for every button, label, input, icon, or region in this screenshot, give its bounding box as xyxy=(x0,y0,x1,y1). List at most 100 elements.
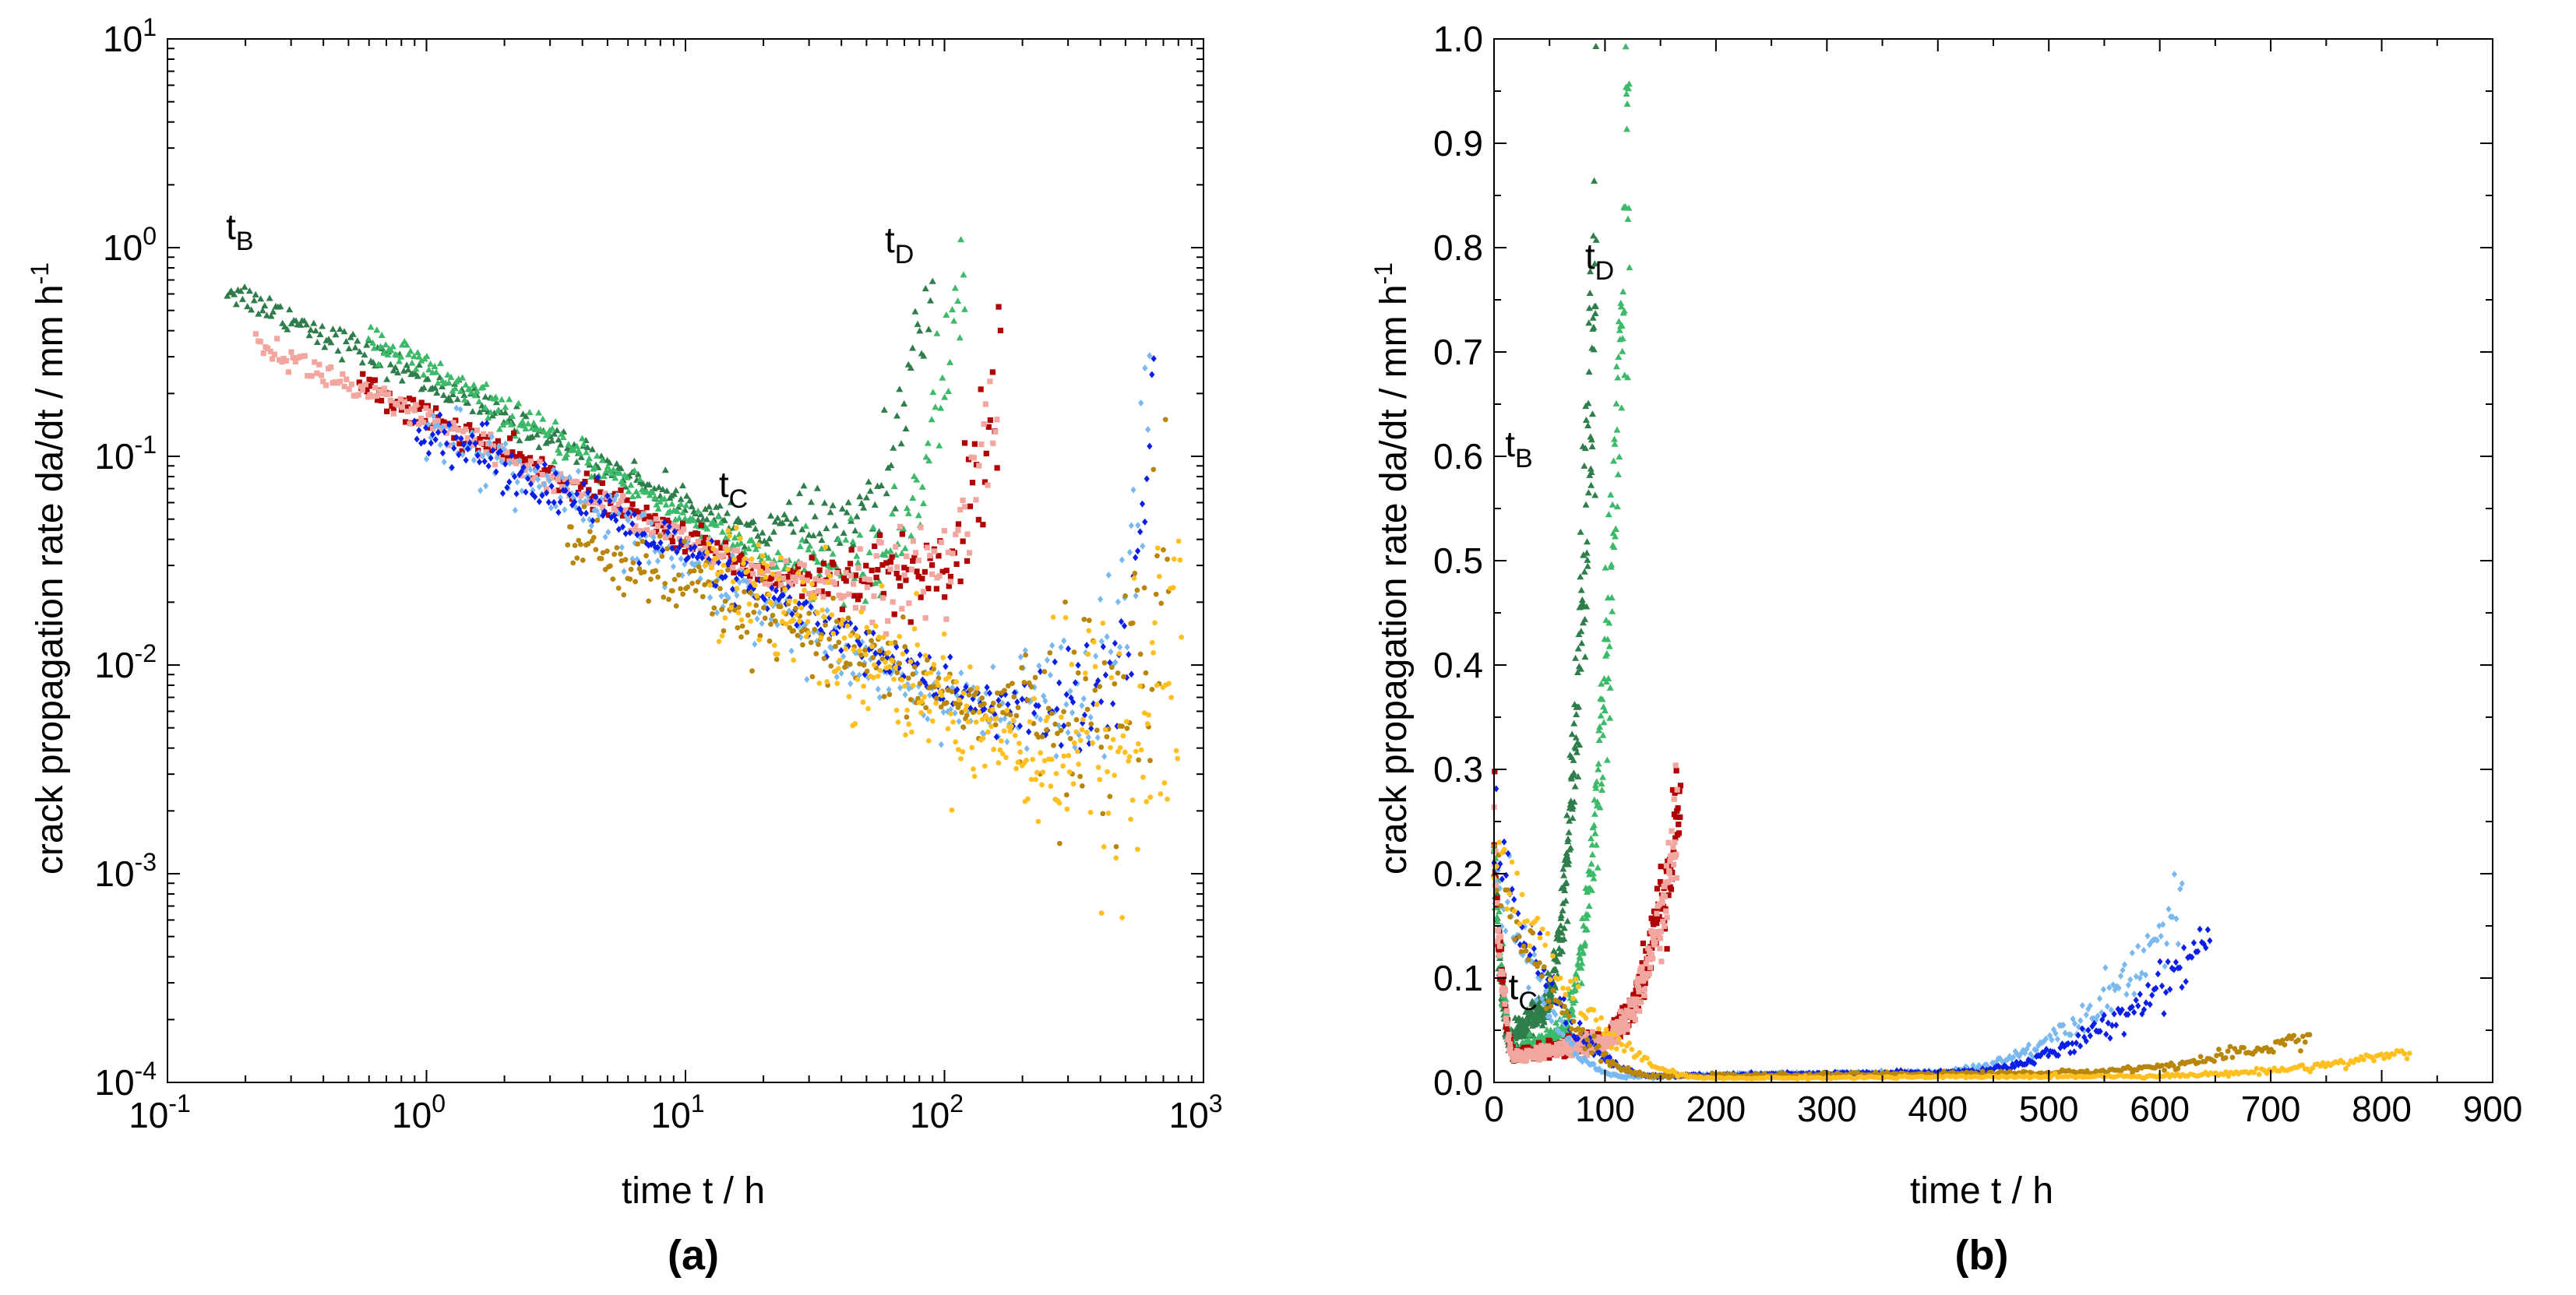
panel-a-point xyxy=(378,390,384,397)
panel-a-point xyxy=(876,659,882,667)
panel-b-point xyxy=(2071,1048,2077,1056)
panel-a-point xyxy=(873,553,879,559)
panel-b-point xyxy=(1498,903,1504,909)
panel-b-point xyxy=(2113,1021,2120,1029)
tick-base: 10 xyxy=(103,19,143,59)
panel-b-point xyxy=(1613,1024,1619,1030)
panel-b-point xyxy=(1584,562,1591,569)
panel-a-point xyxy=(661,594,667,600)
panel-a-point xyxy=(915,573,922,580)
panel-a-point xyxy=(1065,729,1071,737)
panel-a-point xyxy=(356,379,362,385)
panel-a-point xyxy=(984,684,990,691)
panel-a-point xyxy=(526,408,534,415)
panel-a-point xyxy=(267,312,275,319)
panel-a-point xyxy=(833,618,840,625)
panel-b-point xyxy=(1589,1029,1596,1035)
panel-a-point xyxy=(919,699,925,704)
panel-a-point xyxy=(1112,681,1118,687)
panel-a-point xyxy=(286,306,294,313)
panel-b-point xyxy=(2133,996,2139,1004)
panel-a-point xyxy=(936,573,943,579)
panel-a-point xyxy=(625,509,632,517)
panel-a-point xyxy=(981,763,988,769)
panel-a-point xyxy=(476,449,482,456)
panel-b-point xyxy=(1674,787,1680,793)
panel-a-point xyxy=(584,459,592,466)
panel-a-point xyxy=(1168,695,1174,700)
annotation-base: t xyxy=(885,220,895,260)
tick-exponent: -1 xyxy=(168,1089,190,1117)
panel-a-point xyxy=(751,609,757,615)
panel-b-point xyxy=(1549,980,1555,987)
panel-b-point xyxy=(1619,1005,1626,1011)
panel-b-point xyxy=(1615,353,1623,361)
panel-a-point xyxy=(714,555,720,561)
panel-a-point xyxy=(551,498,557,506)
annotation-tD: tD xyxy=(885,220,914,269)
panel-b-point xyxy=(1570,1019,1577,1024)
panel-a-point xyxy=(758,568,764,575)
panel-b-data-points xyxy=(1490,42,2412,1082)
panel-a-point xyxy=(974,685,980,691)
panel-a-point xyxy=(929,571,936,577)
panel-a-point xyxy=(910,538,916,544)
panel-b-point xyxy=(1623,90,1630,97)
panel-a-point xyxy=(415,361,423,368)
panel-a-point xyxy=(787,598,792,604)
panel-b-point xyxy=(1652,913,1659,920)
panel-a-point xyxy=(774,651,781,657)
panel-a-point xyxy=(903,732,908,738)
panel-a-point xyxy=(1073,716,1080,723)
panel-a-point xyxy=(615,501,622,508)
panel-b-point xyxy=(2167,985,2173,993)
panel-a-point xyxy=(1139,500,1146,508)
panel-b-point xyxy=(1592,236,1600,243)
panel-a-data-points xyxy=(224,236,1185,920)
panel-a-point xyxy=(862,575,868,582)
panel-a-point xyxy=(643,505,650,511)
panel-a-point xyxy=(961,305,969,312)
panel-b-point xyxy=(1538,1043,1545,1049)
panel-a-point xyxy=(1081,616,1087,622)
panel-a-point xyxy=(844,623,851,629)
panel-a-point xyxy=(539,491,545,499)
panel-a-point xyxy=(397,396,403,403)
panel-b-point xyxy=(1525,956,1531,962)
panel-a-point xyxy=(902,644,908,649)
panel-b-point xyxy=(1663,908,1669,914)
panel-a-point xyxy=(608,514,615,522)
panel-a-point xyxy=(814,558,822,565)
panel-a-point xyxy=(418,357,425,364)
panel-a-point xyxy=(929,389,937,396)
panel-a-point xyxy=(875,674,881,679)
panel-b-point xyxy=(2162,962,2168,970)
panel-a-point xyxy=(848,680,854,688)
panel-a-point xyxy=(953,700,958,706)
panel-a-point xyxy=(423,455,430,463)
panel-a-point xyxy=(852,721,858,727)
panel-a-point xyxy=(649,488,657,496)
panel-a-point xyxy=(728,604,735,611)
panel-a-series-pink xyxy=(252,331,1000,637)
panel-a-point xyxy=(587,473,595,480)
panel-b-point xyxy=(1660,918,1666,924)
panel-a-point xyxy=(321,343,329,350)
panel-a-point xyxy=(628,566,634,572)
panel-a-point xyxy=(702,545,708,551)
panel-b-point xyxy=(1533,1044,1540,1050)
panel-a-point xyxy=(1134,587,1140,593)
panel-a-point xyxy=(1004,707,1010,713)
panel-a-point xyxy=(911,626,918,632)
panel-a-point xyxy=(852,604,859,611)
panel-b-point xyxy=(1587,1043,1593,1048)
panel-a-point xyxy=(870,629,876,637)
panel-a-point xyxy=(532,493,538,501)
panel-a-point xyxy=(670,563,677,571)
panel-a-point xyxy=(471,392,479,399)
panel-a-point xyxy=(965,719,971,725)
panel-a-point xyxy=(1165,556,1170,562)
panel-b-point xyxy=(1605,619,1613,626)
panel-a-point xyxy=(1030,756,1036,762)
panel-a-point xyxy=(1067,688,1073,695)
